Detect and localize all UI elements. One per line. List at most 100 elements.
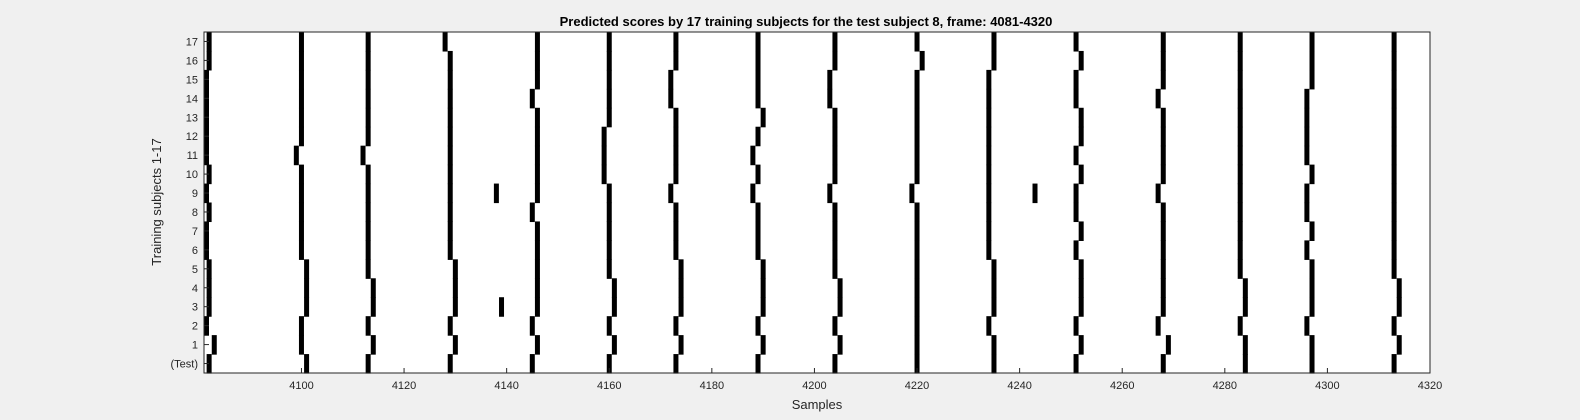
spike-row-11-5 [601,145,607,166]
spike-row-4-13 [1242,278,1248,298]
spike-row-7-1 [298,221,304,241]
y-tick-label: 11 [187,150,198,162]
spike-row-10-5 [601,164,607,185]
spike-row-7-11 [1078,221,1084,241]
x-tick-label: 4140 [494,380,518,392]
x-tick-label: 4300 [1315,380,1339,392]
y-tick-label: 6 [192,245,198,257]
spike-row-12-4 [534,126,540,147]
spike-row-0-0 [206,354,212,374]
spike-row-11-6 [673,145,679,166]
spike-row-5-13 [1237,259,1243,279]
spike-row-8-13 [1237,202,1243,223]
spike-row-3-12 [1078,297,1084,317]
spike-row-12-5 [601,126,607,147]
spike-row-14-15 [1391,88,1397,109]
spike-row-9-4 [493,183,499,204]
spike-row-13-6 [673,107,679,128]
spike-row-8-0 [206,202,212,223]
spike-row-14-14 [1304,88,1310,109]
spike-row-14-7 [755,88,761,109]
spike-row-16-10 [991,50,997,71]
spike-row-9-16 [1304,183,1310,204]
spike-row-0-10 [991,354,997,374]
spike-row-15-6 [668,69,674,90]
spike-row-3-10 [914,297,920,317]
spike-row-10-14 [1309,164,1315,185]
spike-row-16-1 [298,50,304,71]
spike-row-15-5 [606,69,612,90]
spike-row-10-8 [832,164,838,185]
spike-row-4-0 [206,278,212,298]
spike-row-4-14 [1309,278,1315,298]
spike-row-10-0 [206,164,212,185]
spike-row-15-14 [1309,69,1315,90]
spike-row-15-1 [298,69,304,90]
spike-row-16-8 [832,50,838,71]
spike-row-11-12 [1160,145,1166,166]
spike-row-6-2 [365,240,371,260]
spike-row-12-9 [914,126,920,147]
spike-row-0-7 [755,354,761,374]
y-tick-label: 8 [192,207,198,219]
spike-row-2-14 [1304,316,1310,336]
spike-row-1-14 [1309,335,1315,355]
spike-row-16-3 [447,50,453,71]
spike-row-1-4 [534,335,540,355]
spike-row-5-14 [1309,259,1315,279]
spike-layer [204,32,1402,374]
spike-row-6-12 [1160,240,1166,260]
y-tick-label: 1 [192,340,198,352]
spike-row-17-7 [755,32,761,52]
spike-row-6-15 [1391,240,1397,260]
spike-row-8-11 [1073,202,1079,223]
x-tick-label: 4200 [802,380,826,392]
spike-row-8-9 [914,202,920,223]
spike-row-8-12 [1160,202,1166,223]
spike-row-8-8 [832,202,838,223]
spike-row-3-1 [304,297,310,317]
spike-row-5-5 [606,259,612,279]
spike-row-3-5 [534,297,540,317]
spike-row-2-2 [365,316,371,336]
spike-row-13-2 [365,107,371,128]
y-tick-label: 16 [186,55,198,67]
spike-row-12-10 [986,126,992,147]
x-tick-label: 4120 [392,380,416,392]
spike-row-8-10 [986,202,992,223]
spike-row-14-10 [986,88,992,109]
spike-row-12-12 [1160,126,1166,147]
spike-row-2-15 [1391,316,1397,336]
spike-row-4-7 [760,278,766,298]
spike-row-10-1 [298,164,304,185]
x-tick-label: 4160 [597,380,621,392]
spike-row-3-9 [837,297,843,317]
spike-row-9-10 [909,183,915,204]
spike-row-16-5 [606,50,612,71]
spike-row-2-13 [1237,316,1243,336]
spike-row-17-15 [1391,32,1397,52]
spike-row-9-6 [606,183,612,204]
spike-row-8-6 [673,202,679,223]
spike-row-4-5 [611,278,617,298]
spike-row-14-13 [1237,88,1243,109]
spike-row-15-7 [755,69,761,90]
spike-row-4-1 [304,278,310,298]
spike-row-17-13 [1237,32,1243,52]
spike-row-9-1 [298,183,304,204]
y-tick-label: 14 [186,93,198,105]
spike-row-14-11 [1073,88,1079,109]
spike-row-9-11 [986,183,992,204]
spike-row-14-8 [827,88,833,109]
spike-row-10-10 [986,164,992,185]
spike-row-2-7 [755,316,761,336]
spike-row-13-5 [606,107,612,128]
x-tick-label: 4100 [289,380,313,392]
spike-row-9-2 [365,183,371,204]
spike-row-10-7 [755,164,761,185]
spike-row-15-12 [1160,69,1166,90]
spike-row-0-3 [447,354,453,374]
spike-row-2-12 [1155,316,1161,336]
y-tick-label: 5 [192,264,198,276]
spike-row-7-2 [365,221,371,241]
